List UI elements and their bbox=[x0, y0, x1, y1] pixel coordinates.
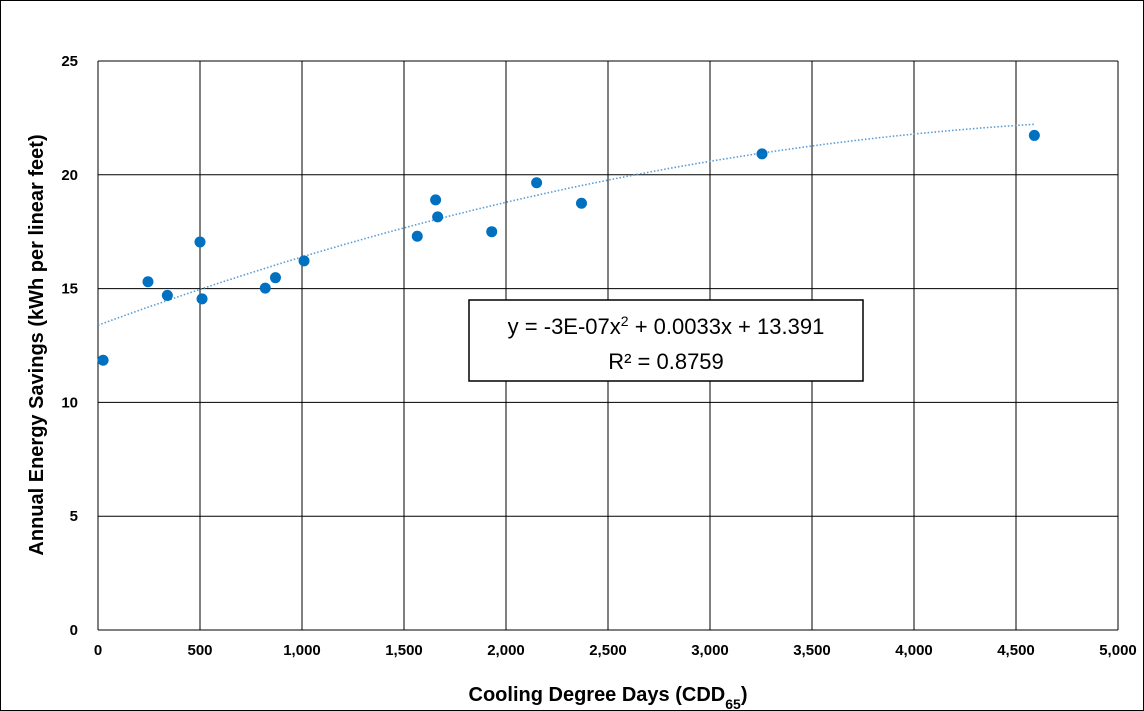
x-tick-label: 500 bbox=[187, 642, 212, 659]
data-point bbox=[161, 289, 173, 301]
x-tick-label: 4,000 bbox=[895, 642, 933, 659]
y-tick-label: 15 bbox=[61, 281, 78, 298]
data-point bbox=[486, 226, 498, 238]
x-axis-title: Cooling Degree Days (CDD65) bbox=[469, 684, 748, 711]
x-tick-label: 4,500 bbox=[997, 642, 1035, 659]
trendline-layer bbox=[97, 123, 1035, 326]
data-point bbox=[259, 282, 271, 294]
data-point bbox=[196, 293, 208, 305]
data-point bbox=[531, 177, 543, 189]
y-tick-label: 0 bbox=[70, 622, 78, 639]
data-point bbox=[97, 354, 109, 366]
grid-lines bbox=[97, 60, 1119, 631]
equation-line-2: R² = 0.8759 bbox=[608, 349, 724, 374]
x-tick-label: 2,000 bbox=[487, 642, 525, 659]
x-tick-label: 1,500 bbox=[385, 642, 423, 659]
data-point bbox=[756, 148, 768, 160]
equation-line-1: y = -3E-07x2 + 0.0033x + 13.391 bbox=[508, 313, 825, 339]
data-point bbox=[298, 255, 310, 267]
data-point bbox=[411, 230, 423, 242]
y-tick-label: 20 bbox=[61, 167, 78, 184]
data-point bbox=[269, 272, 281, 284]
x-tick-label: 0 bbox=[94, 642, 102, 659]
equation-box-border bbox=[468, 299, 864, 382]
x-tick-label: 5,000 bbox=[1099, 642, 1137, 659]
data-point bbox=[575, 197, 587, 209]
tick-labels: 0 500 1,000 1,500 2,000 2,500 3,000 3,500 4,000 4… bbox=[61, 53, 1136, 659]
data-point bbox=[432, 211, 444, 223]
data-point bbox=[194, 236, 206, 248]
data-points bbox=[97, 129, 1040, 366]
trendline bbox=[97, 123, 1035, 326]
data-point bbox=[1028, 129, 1040, 141]
data-point bbox=[430, 194, 442, 206]
data-point bbox=[142, 276, 154, 288]
x-tick-label: 3,000 bbox=[691, 642, 729, 659]
y-tick-label: 25 bbox=[61, 53, 78, 70]
y-tick-label: 5 bbox=[70, 508, 78, 525]
y-axis-title: Annual Energy Savings (kWh per linear fe… bbox=[26, 134, 48, 555]
x-tick-label: 3,500 bbox=[793, 642, 831, 659]
trendline-equation-box: y = -3E-07x2 + 0.0033x + 13.391 R² = 0.8… bbox=[468, 299, 864, 382]
x-tick-label: 1,000 bbox=[283, 642, 321, 659]
x-tick-label: 2,500 bbox=[589, 642, 627, 659]
y-tick-label: 10 bbox=[61, 394, 78, 411]
